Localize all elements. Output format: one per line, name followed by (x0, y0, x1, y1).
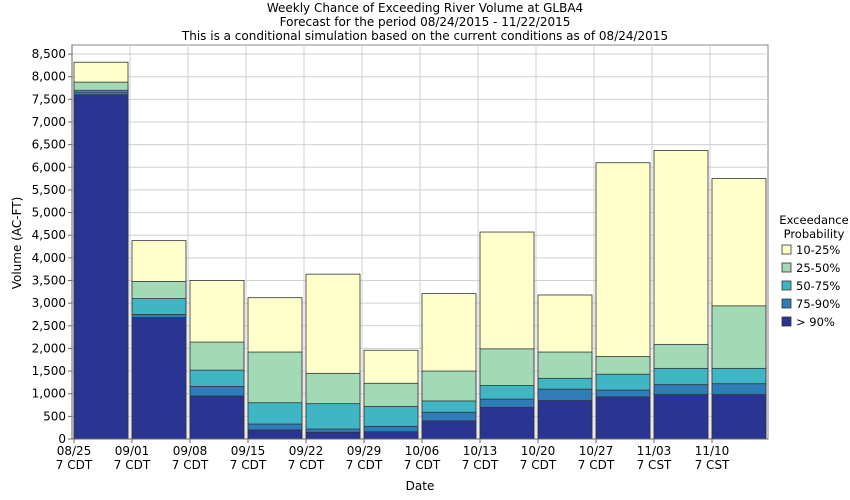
legend-swatch (781, 298, 792, 309)
y-tick-label: 2,500 (32, 319, 66, 333)
y-tick-label: 4,000 (32, 251, 66, 265)
x-tick-label-tz: 7 CDT (578, 458, 615, 472)
y-tick-label: 5,000 (32, 206, 66, 220)
y-tick-label: 3,500 (32, 273, 66, 287)
bar-10-27-90 (595, 396, 651, 440)
bar-11-03-90 (653, 394, 709, 440)
x-tick-label-date: 11/03 (637, 444, 672, 458)
chart-subtitle: Forecast for the period 08/24/2015 - 11/… (280, 15, 571, 29)
x-tick-label-tz: 7 CDT (288, 458, 325, 472)
bars (73, 61, 767, 440)
x-tick-label-tz: 7 CDT (230, 458, 267, 472)
x-tick-label-tz: 7 CDT (462, 458, 499, 472)
y-tick-label: 2,000 (32, 341, 66, 355)
x-tick-label-date: 11/10 (695, 444, 730, 458)
y-tick-label: 7,000 (32, 115, 66, 129)
y-axis-label: Volume (AC-FT) (10, 197, 24, 290)
legend-swatch (781, 316, 792, 327)
legend-label: 50-75% (796, 279, 840, 293)
gridlines (72, 45, 768, 439)
bar-09-01-90 (131, 317, 187, 440)
x-tick-label-date: 09/08 (173, 444, 208, 458)
legend-label: 25-50% (796, 261, 840, 275)
legend: Exceedance Probability 10-25% 25-50% 50-75… (779, 213, 848, 329)
legend-title-line-2: Probability (784, 227, 845, 241)
y-tick-label: 6,000 (32, 160, 66, 174)
bar-11-10-90 (711, 394, 767, 440)
legend-label: 75-90% (796, 297, 840, 311)
y-tick-label: 7,500 (32, 92, 66, 106)
legend-label: > 90% (796, 315, 835, 329)
y-tick-label: 1,500 (32, 364, 66, 378)
legend-title-line-1: Exceedance (779, 213, 848, 227)
x-tick-label-date: 10/13 (463, 444, 498, 458)
bar-09-15-90 (247, 429, 303, 440)
y-tick-label: 4,500 (32, 228, 66, 242)
y-tick-label: 5,500 (32, 183, 66, 197)
y-axis: 0 500 1,000 1,500 2,000 2,500 3,000 3,500 4,000 4… (32, 45, 73, 446)
x-tick-label-date: 10/27 (579, 444, 614, 458)
x-tick-label-tz: 7 CDT (56, 458, 93, 472)
x-tick-label-tz: 7 CST (695, 458, 730, 472)
legend-swatch (781, 244, 792, 255)
legend-swatch (781, 280, 792, 291)
legend-swatch (781, 262, 792, 273)
x-tick-label-date: 09/29 (347, 444, 382, 458)
y-tick-label: 3,000 (32, 296, 66, 310)
y-tick-label: 0 (58, 432, 66, 446)
x-tick-label-date: 09/22 (289, 444, 324, 458)
chart-title: Weekly Chance of Exceeding River Volume … (267, 1, 583, 15)
legend-label: 10-25% (796, 243, 840, 257)
bar-08-25-90 (73, 94, 129, 440)
x-tick-label-tz: 7 CDT (114, 458, 151, 472)
x-tick-label-date: 10/06 (405, 444, 440, 458)
bar-09-08-90 (189, 395, 245, 440)
bar-10-06-90 (421, 420, 477, 440)
y-tick-label: 8,000 (32, 70, 66, 84)
x-tick-label-tz: 7 CST (637, 458, 672, 472)
y-tick-label: 8,500 (32, 47, 66, 61)
x-tick-label-date: 08/25 (57, 444, 92, 458)
bar-10-20-90 (537, 400, 593, 440)
y-tick-label: 500 (43, 409, 66, 423)
x-tick-label-tz: 7 CDT (520, 458, 557, 472)
y-tick-label: 6,500 (32, 138, 66, 152)
x-tick-label-date: 09/01 (115, 444, 150, 458)
bar-10-13-90 (479, 406, 535, 440)
x-axis-label: Date (406, 479, 435, 493)
x-tick-label-tz: 7 CDT (346, 458, 383, 472)
x-tick-label-tz: 7 CDT (172, 458, 209, 472)
bar-09-29-90 (363, 431, 419, 440)
bar-09-22-90 (305, 431, 361, 440)
x-tick-label-date: 10/20 (521, 444, 556, 458)
x-tick-label-date: 09/15 (231, 444, 266, 458)
x-tick-label-tz: 7 CDT (404, 458, 441, 472)
chart-subtitle-2: This is a conditional simulation based o… (181, 29, 668, 43)
y-tick-label: 1,000 (32, 387, 66, 401)
